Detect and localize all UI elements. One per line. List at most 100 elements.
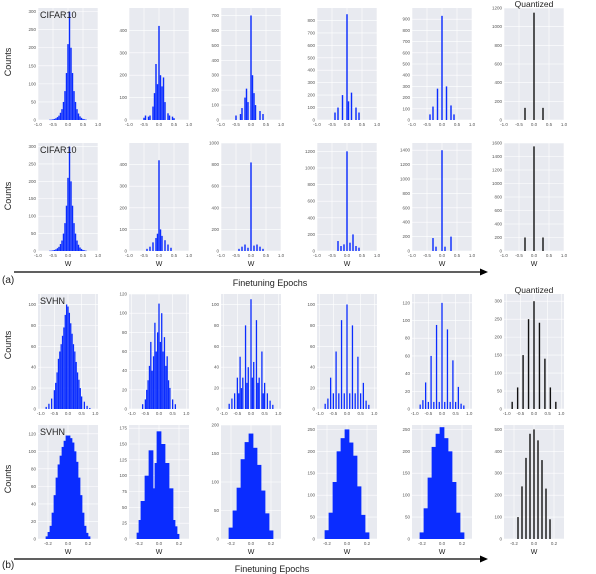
y-tick-label: 200 [307, 93, 315, 98]
histogram-bar [71, 73, 74, 120]
histogram-bar [158, 303, 160, 409]
y-tick-label: 1600 [492, 141, 503, 146]
histogram-bar [238, 248, 240, 251]
y-tick-label: 400 [402, 220, 410, 225]
histogram-bar [427, 401, 430, 409]
x-tick-label: 1.0 [558, 411, 565, 416]
histogram-bar [419, 532, 425, 539]
histogram-bar [247, 247, 249, 251]
y-tick-label: 300 [211, 73, 219, 78]
y-tick-label: 250 [28, 27, 36, 32]
histogram-bar [341, 95, 344, 120]
histogram-bar [435, 433, 441, 539]
part-a-label: (a) [2, 275, 14, 286]
histogram-bar [163, 337, 166, 409]
histogram-bar [65, 73, 68, 120]
histogram-bar [158, 160, 160, 251]
histogram-bar [272, 404, 274, 409]
histogram-bar [446, 329, 449, 409]
x-tick-label: 0.5 [263, 122, 270, 127]
x-tick-label: 0.0 [65, 253, 72, 258]
histogram-bar [154, 322, 156, 409]
x-tick-label: 0.5 [454, 122, 461, 127]
x-tick-label: -0.5 [233, 411, 241, 416]
x-tick-label: -1.0 [411, 411, 419, 416]
histogram-bar [143, 117, 145, 120]
histogram-bar [82, 249, 84, 251]
histogram-bar [250, 15, 252, 120]
histogram-bar [450, 236, 452, 251]
histogram-bar [83, 250, 86, 251]
x-tick-label: 0.5 [546, 253, 553, 258]
histogram-bar [533, 146, 535, 251]
x-tick-label: -1.0 [128, 411, 136, 416]
y-tick-label: 150 [119, 442, 127, 447]
y-tick-label: 0 [407, 537, 410, 542]
x-tick-label: 0.0 [65, 541, 72, 546]
x-tick-label: 1.0 [374, 253, 381, 258]
y-tick-label: 100 [211, 480, 219, 485]
panel-title: SVHN [40, 296, 65, 306]
y-tick-label: 100 [402, 318, 410, 323]
histogram-bar [256, 464, 262, 539]
x-tick-label: 0.0 [531, 541, 538, 546]
y-tick-label: 400 [494, 80, 502, 85]
histogram-bar [165, 365, 167, 409]
histogram-bar [452, 360, 454, 409]
histogram-bar [61, 335, 64, 409]
histogram-bar [423, 508, 429, 539]
histogram-a1-2: 0 100 200 300 400 -1.0 -0.5 0.0 0.5 1.0 [119, 8, 193, 127]
histogram-bar [542, 237, 544, 251]
histogram-a1-1: 0 50 100 150 200 250 300 -1.0 -0.5 0.0 0.5 1.0 CIFAR… [28, 8, 102, 127]
histogram-bar [349, 242, 351, 251]
histogram-bar [457, 386, 460, 409]
histogram-bar [251, 377, 254, 409]
histogram-bar [174, 404, 177, 409]
histogram-bar [55, 118, 57, 120]
histogram-bar [251, 75, 254, 120]
y-tick-label: 0 [216, 407, 219, 412]
histogram-bar [228, 403, 230, 409]
histogram-bar [262, 248, 264, 251]
x-axis-label: W [531, 549, 538, 556]
histogram-bar [76, 240, 78, 251]
y-tick-label: 100 [28, 449, 36, 454]
histogram-bar [359, 393, 362, 409]
histogram-bar [167, 244, 169, 251]
histogram-bar [146, 248, 148, 251]
x-tick-label: -0.5 [49, 253, 57, 258]
histogram-bar [419, 404, 421, 409]
y-tick-label: 300 [119, 184, 127, 189]
histogram-bar [347, 101, 350, 120]
histogram-bar [149, 115, 151, 120]
y-tick-label: 50 [31, 99, 37, 104]
x-tick-label: 1.0 [278, 253, 285, 258]
x-tick-label: 0.2 [268, 541, 275, 546]
y-tick-label: 25 [122, 521, 128, 526]
y-tick-label: 200 [494, 335, 502, 340]
histogram-bar [79, 247, 81, 251]
histogram-bar [247, 367, 249, 409]
histogram-bar [151, 370, 153, 409]
histogram-bar [354, 393, 356, 409]
y-tick-label: 600 [402, 50, 410, 55]
histogram-bar [356, 486, 362, 539]
y-tick-label: 300 [119, 50, 127, 55]
y-tick-label: 200 [494, 235, 502, 240]
histogram-bar [67, 306, 69, 409]
histogram-bar [340, 320, 343, 409]
histogram-b1-4: 0 20 40 60 80 100 -1.0 -0.5 0.0 0.5 1.0 [307, 294, 378, 416]
x-tick-label: -0.5 [50, 411, 58, 416]
histogram-bar [79, 116, 81, 120]
histogram-bar [337, 241, 339, 251]
histogram-bar [161, 235, 163, 251]
y-tick-label: 200 [494, 99, 502, 104]
histogram-bar [231, 398, 233, 409]
y-tick-label: 150 [28, 196, 36, 201]
x-tick-label: -1.0 [220, 411, 228, 416]
histogram-bar [256, 244, 258, 251]
y-tick-label: 400 [211, 58, 219, 63]
x-tick-label: 0.5 [80, 122, 87, 127]
y-tick-label: 300 [494, 471, 502, 476]
